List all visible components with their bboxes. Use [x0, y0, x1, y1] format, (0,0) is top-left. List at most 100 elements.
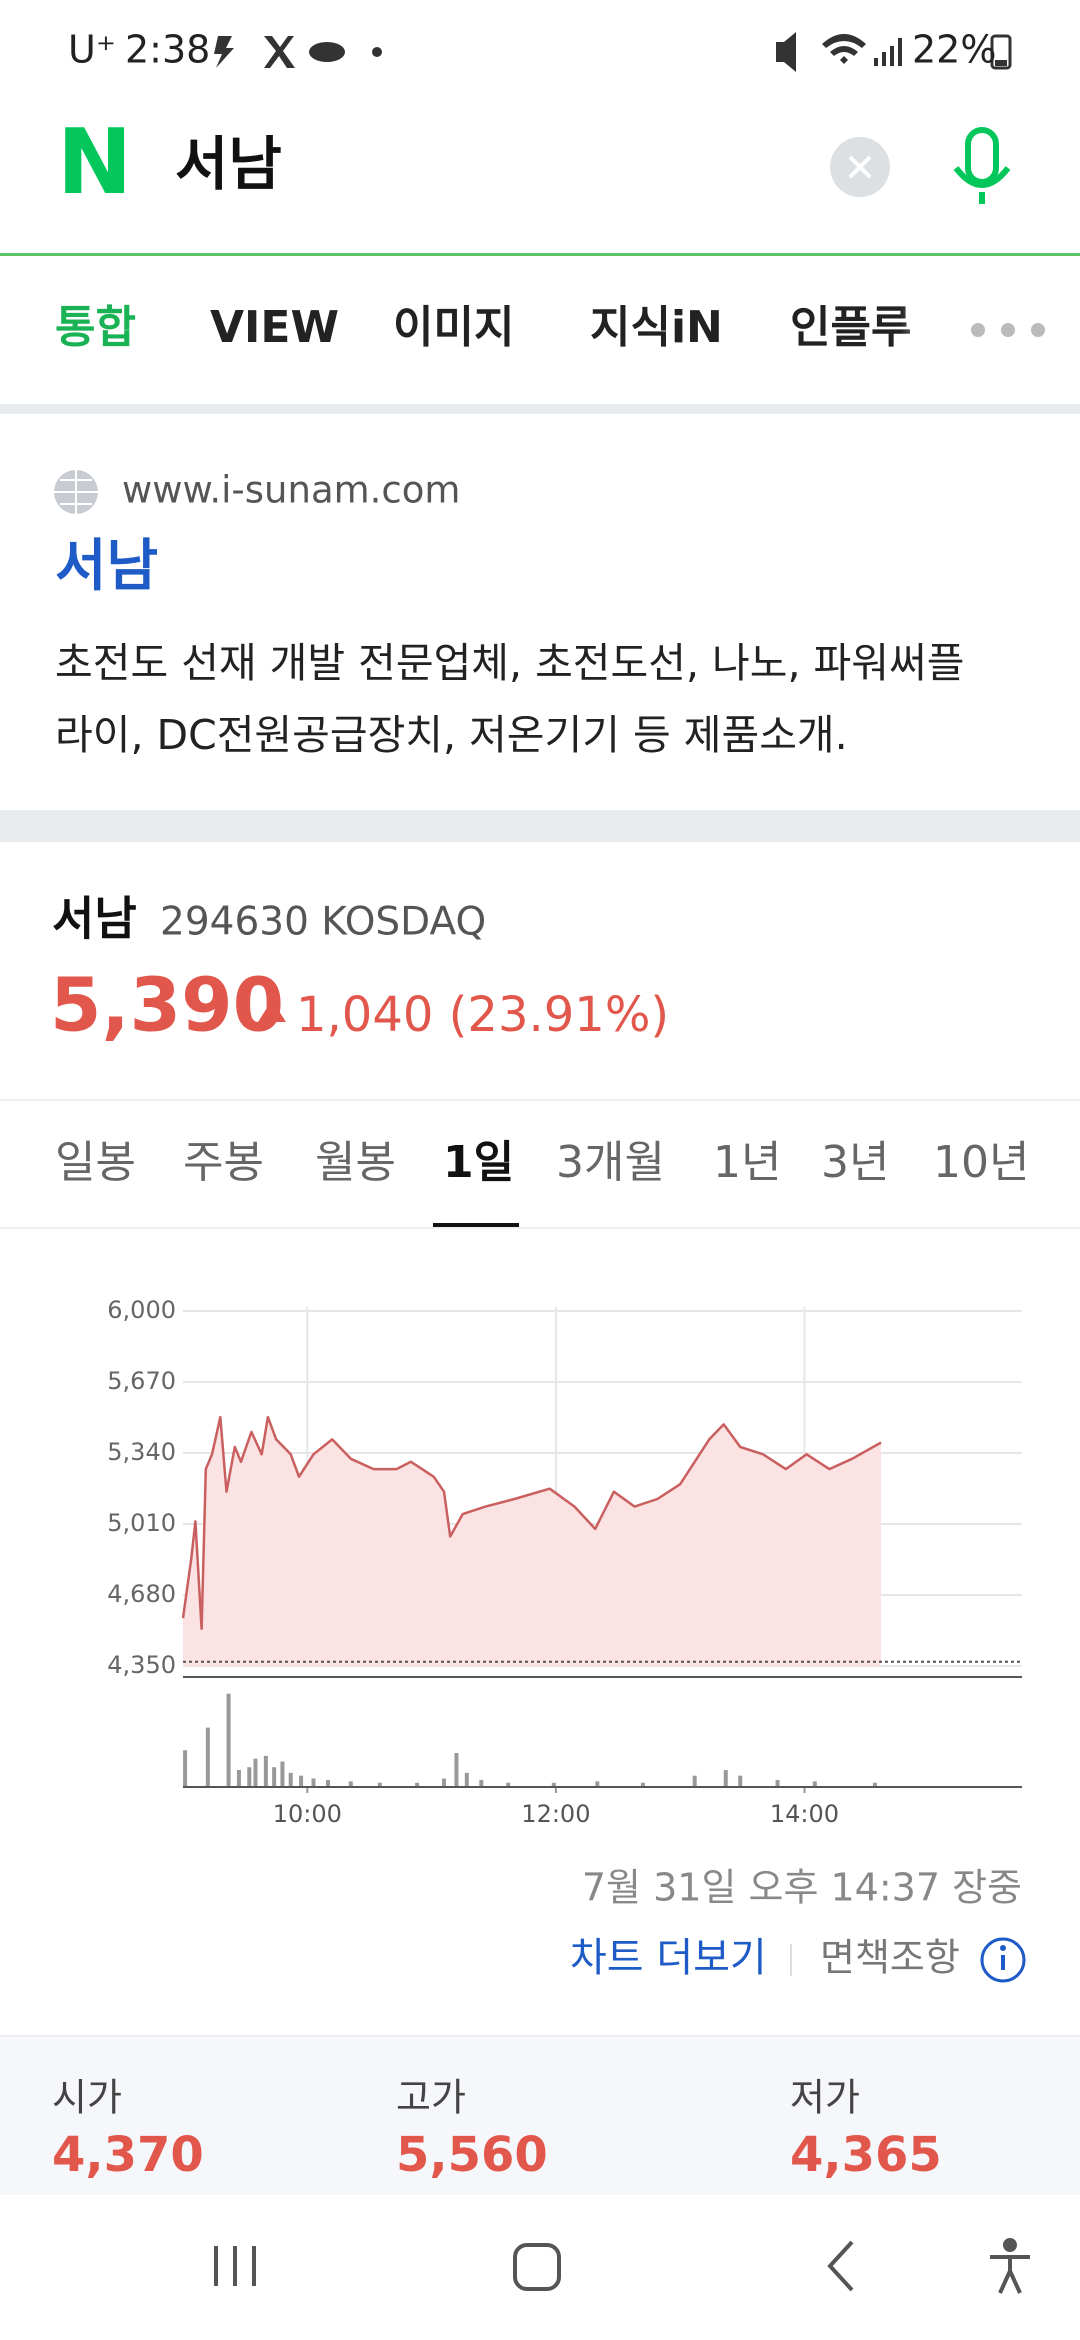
y-tick-label: 4,350	[107, 1651, 176, 1679]
notification-icon	[264, 36, 295, 68]
period-tab[interactable]: 일봉	[55, 1137, 136, 1188]
stock-price: 5,390	[50, 963, 284, 1049]
search-tab[interactable]: 통합	[55, 302, 136, 353]
volume-bar	[288, 1772, 293, 1787]
site-url[interactable]: www.i-sunam.com	[122, 469, 460, 512]
volume-bar	[299, 1775, 304, 1787]
search-tab[interactable]: 인플루	[790, 302, 911, 353]
volume-bar	[775, 1779, 780, 1787]
divider	[0, 810, 1080, 842]
search-tab[interactable]: 지식iN	[590, 302, 723, 353]
volume-bar	[311, 1778, 316, 1787]
tab-bar: 통합 VIEW 이미지 지식iN 인플루	[55, 290, 950, 370]
stat-value: 4,365	[790, 2127, 942, 2183]
volume-bar	[872, 1782, 877, 1787]
price-area	[183, 1417, 882, 1666]
period-tab[interactable]: 1년	[713, 1137, 781, 1188]
recent-apps-button[interactable]	[214, 2246, 256, 2286]
mute-icon	[776, 32, 796, 72]
divider	[0, 1227, 1080, 1229]
more-tabs[interactable]	[971, 323, 1045, 337]
period-tab[interactable]: 3년	[821, 1137, 889, 1188]
voice-search[interactable]	[953, 127, 1011, 204]
site-description: 라이, DC전원공급장치, 저온기기 등 제품소개.	[55, 711, 848, 759]
chart-more-link[interactable]: 차트 더보기	[570, 1935, 767, 1981]
signal-icon	[874, 38, 902, 66]
search-tab[interactable]: VIEW	[210, 302, 339, 353]
tab-fade	[900, 290, 950, 370]
period-tab[interactable]: 1일	[443, 1137, 514, 1188]
site-description: 초전도 선재 개발 전문업체, 초전도선, 나노, 파워써플	[55, 639, 964, 687]
volume-bar	[226, 1693, 231, 1787]
volume-bar	[272, 1767, 277, 1787]
volume-bar	[551, 1782, 556, 1787]
stat-value: 4,370	[52, 2127, 204, 2183]
y-tick-label: 5,340	[107, 1438, 176, 1466]
battery-icon	[990, 34, 1012, 70]
divider	[0, 2035, 1080, 2037]
y-tick-label: 6,000	[107, 1296, 176, 1324]
separator	[790, 1944, 792, 1976]
clear-icon	[848, 155, 872, 179]
notification-icon	[214, 36, 234, 68]
volume-bar	[263, 1755, 268, 1787]
notification-dot	[372, 47, 382, 57]
up-arrow	[258, 1000, 286, 1022]
chart-timestamp: 7월 31일 오후 14:37 장중	[582, 1866, 1022, 1910]
notification-icon	[309, 42, 345, 62]
site-title[interactable]: 서남	[55, 534, 158, 599]
volume-bar	[247, 1767, 252, 1787]
period-tab[interactable]: 월봉	[315, 1137, 396, 1188]
naver-logo[interactable]: N	[57, 110, 132, 215]
globe-lines	[54, 470, 98, 514]
volume-bar	[640, 1782, 645, 1787]
volume-bar	[253, 1758, 258, 1787]
volume-bar	[738, 1775, 743, 1787]
stat-label: 저가	[790, 2076, 860, 2120]
period-tab[interactable]: 3개월	[556, 1137, 665, 1188]
period-tab[interactable]: 주봉	[183, 1137, 264, 1188]
stock-code: 294630 KOSDAQ	[160, 900, 486, 945]
x-tick-label: 14:00	[770, 1800, 839, 1828]
volume-bar	[280, 1761, 285, 1787]
volume-bar	[454, 1753, 459, 1787]
volume-bar	[692, 1775, 697, 1787]
nav-icons	[214, 2238, 1030, 2294]
home-button[interactable]	[513, 2243, 561, 2291]
volume-bar	[183, 1750, 188, 1787]
y-tick-label: 4,680	[107, 1580, 176, 1608]
stats-band	[0, 2035, 1080, 2195]
x-tick-label: 10:00	[273, 1800, 342, 1828]
search-query[interactable]: 서남	[175, 130, 282, 198]
status-icons	[214, 32, 1012, 72]
carrier: U⁺	[68, 28, 116, 72]
divider	[0, 1099, 1080, 1101]
stat-label: 시가	[52, 2076, 122, 2120]
divider	[0, 404, 1080, 414]
volume-bar	[442, 1778, 447, 1787]
period-tabs: 일봉 주봉 월봉 1일 3개월 1년 3년 10년	[55, 1137, 1029, 1227]
wifi-icon	[822, 34, 866, 64]
battery-level	[995, 60, 1007, 66]
volume-bar	[479, 1779, 484, 1787]
disclaimer-link[interactable]: 면책조항	[820, 1936, 960, 1980]
info-icon[interactable]	[980, 1937, 1026, 1983]
period-tab[interactable]: 10년	[933, 1137, 1029, 1188]
volume-bar	[377, 1782, 382, 1787]
y-tick-label: 5,010	[107, 1509, 176, 1537]
stat-label: 고가	[396, 2076, 466, 2120]
volume-bar	[236, 1770, 241, 1787]
volume-bar	[506, 1782, 511, 1787]
search-tab[interactable]: 이미지	[393, 302, 514, 353]
stock-name: 서남	[52, 892, 137, 946]
accessibility-button[interactable]	[990, 2238, 1030, 2294]
back-button[interactable]	[827, 2240, 854, 2292]
stock-stats: 시가 4,370 고가 5,560 저가 4,365	[52, 2076, 942, 2184]
active-tab-underline	[433, 1223, 519, 1227]
volume-bar	[326, 1779, 331, 1787]
battery-percent: 22%	[912, 28, 996, 72]
volume-bar	[595, 1781, 600, 1787]
